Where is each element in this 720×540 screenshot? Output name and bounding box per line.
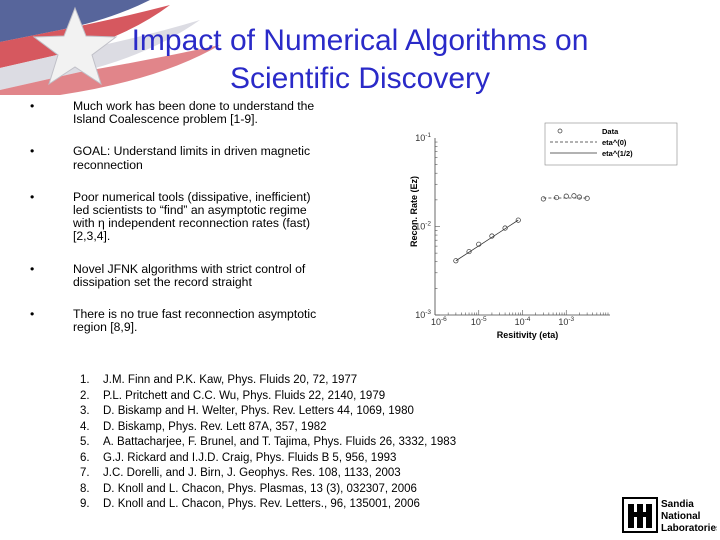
bullet-text: GOAL: Understand limits in driven magnet… [73, 144, 311, 172]
x-tick-label: 10-6 [431, 316, 447, 327]
reference-number: 9. [80, 498, 90, 510]
y-tick-label: 10-3 [415, 309, 431, 320]
y-tick-label: 10-2 [415, 221, 431, 232]
slide-title: Impact of Numerical Algorithms on Scient… [60, 22, 660, 98]
logo-text-2: National [661, 511, 701, 522]
logo-text-1: Sandia [661, 499, 694, 510]
reference-number: 2. [80, 389, 90, 402]
reference-item: 5. A. Battacharjee, F. Brunel, and T. Taj… [80, 435, 456, 451]
reference-text: D. Biskamp, Phys. Rev. Lett 87A, 357, 19… [103, 420, 327, 433]
legend-label: Data [602, 127, 619, 136]
legend-marker [557, 128, 563, 134]
reference-item: 9. D. Knoll and L. Chacon, Phys. Rev. Let… [80, 497, 456, 513]
reference-item: 4. D. Biskamp, Phys. Rev. Lett 87A, 357, … [80, 420, 456, 436]
reference-text: A. Battacharjee, F. Brunel, and T. Tajim… [103, 436, 457, 448]
reference-list: 1. J.M. Finn and P.K. Kaw, Phys. Fluids 2… [80, 373, 456, 513]
reference-item: 1. J.M. Finn and P.K. Kaw, Phys. Fluids 2… [80, 373, 456, 389]
bullet-item: • Poor numerical tools (dissipative, ine… [30, 189, 330, 244]
reference-text: D. Knoll and L. Chacon, Phys. Rev. Lette… [103, 498, 420, 510]
bullet-text: Novel JFNK algorithms with strict contro… [73, 261, 306, 289]
reference-text: J.M. Finn and P.K. Kaw, Phys. Fluids 20,… [103, 374, 358, 386]
bullet-item: • GOAL: Understand limits in driven magn… [30, 144, 330, 172]
data-point [576, 194, 582, 200]
sandia-logo: Sandia National Laboratories [622, 497, 717, 534]
data-point [571, 193, 577, 199]
x-axis-label: Resitivity (eta) [497, 330, 559, 340]
title-line-1: Impact of Numerical Algorithms on [131, 24, 589, 57]
bullet-text: There is no true fast reconnection asymp… [73, 307, 317, 335]
x-tick-label: 10-3 [558, 316, 574, 327]
reference-text: D. Biskamp and H. Welter, Phys. Rev. Let… [103, 405, 414, 417]
x-tick-label: 10-4 [515, 316, 531, 327]
data-point [466, 249, 472, 255]
bullet-text: Poor numerical tools (dissipative, ineff… [73, 189, 311, 244]
reference-text: P.L. Pritchett and C.C. Wu, Phys. Fluids… [103, 389, 386, 402]
reference-text: G.J. Rickard and I.J.D. Craig, Phys. Flu… [103, 451, 397, 464]
bullet-marker: • [30, 261, 35, 276]
y-axis-label: Recon. Rate (Ez) [409, 176, 419, 247]
bullet-marker: • [30, 144, 35, 159]
bullet-item: • There is no true fast reconnection asy… [30, 307, 330, 335]
reference-item: 7. J.C. Dorelli, and J. Birn, J. Geophys.… [80, 466, 456, 482]
reference-number: 3. [80, 405, 90, 417]
star-icon [32, 6, 118, 86]
bullet-item: • Much work has been done to understand … [30, 99, 330, 127]
thunderbird-icon [628, 504, 652, 528]
data-point [563, 193, 569, 199]
data-point [515, 217, 521, 223]
bullet-marker: • [30, 99, 35, 113]
x-tick-label: 10-5 [471, 316, 487, 327]
reference-number: 8. [80, 482, 90, 495]
bullet-marker: • [30, 307, 35, 322]
reference-text: J.C. Dorelli, and J. Birn, J. Geophys. R… [103, 467, 401, 479]
reference-number: 7. [80, 467, 90, 479]
y-tick-label: 10-1 [415, 132, 431, 143]
reference-text: D. Knoll and L. Chacon, Phys. Plasmas, 1… [103, 482, 417, 495]
flag-star-decoration [0, 0, 220, 95]
bullet-text: Much work has been done to understand th… [73, 99, 315, 127]
reference-number: 4. [80, 420, 90, 433]
reference-number: 6. [80, 451, 90, 464]
reference-item: 8. D. Knoll and L. Chacon, Phys. Plasmas,… [80, 482, 456, 498]
flag-stripes [0, 0, 220, 95]
logo-text-3: Laboratories [661, 523, 717, 534]
bullet-list: • Much work has been done to understand … [30, 99, 330, 335]
legend-label: eta^(1/2) [602, 149, 633, 158]
legend-box [544, 122, 678, 166]
title-line-2: Scientific Discovery [229, 62, 491, 95]
legend-label: eta^(0) [602, 138, 627, 147]
bullet-item: • Novel JFNK algorithms with strict cont… [30, 261, 330, 289]
reference-number: 5. [80, 436, 90, 448]
reference-number: 1. [80, 374, 90, 386]
series-line [455, 219, 519, 262]
data-point [453, 258, 459, 264]
data-point [502, 225, 508, 231]
data-point [540, 196, 546, 202]
reference-item: 6. G.J. Rickard and I.J.D. Craig, Phys. F… [80, 451, 456, 467]
bullet-marker: • [30, 189, 35, 204]
reference-item: 3. D. Biskamp and H. Welter, Phys. Rev. L… [80, 404, 456, 420]
reference-item: 2. P.L. Pritchett and C.C. Wu, Phys. Flui… [80, 389, 456, 405]
